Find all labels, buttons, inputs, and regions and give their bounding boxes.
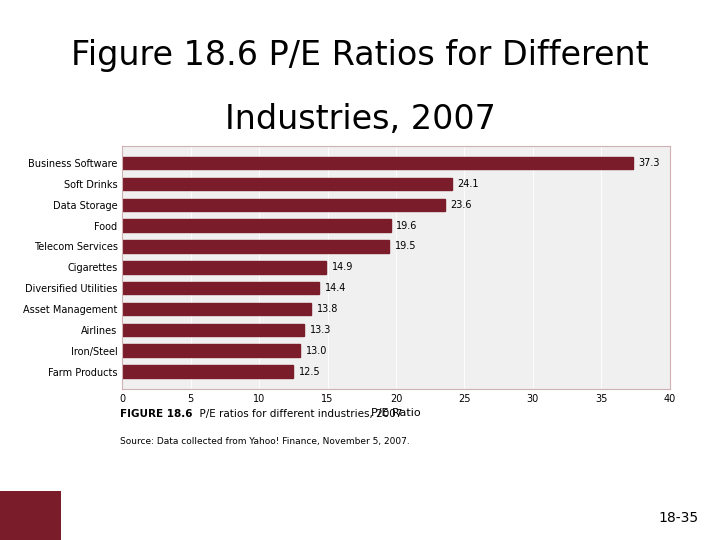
Bar [122, 178, 452, 190]
Text: Source: Data collected from Yahoo! Finance, November 5, 2007.: Source: Data collected from Yahoo! Finan… [120, 437, 410, 446]
Text: P/E ratios for different industries, 2007: P/E ratios for different industries, 200… [193, 409, 402, 419]
Bar [122, 323, 305, 336]
Bar [122, 261, 326, 274]
Bar [0, 491, 61, 540]
Bar [122, 199, 445, 211]
Bar [122, 282, 320, 294]
Text: Figure 18.6 P/E Ratios for Different: Figure 18.6 P/E Ratios for Different [71, 39, 649, 72]
Text: 18-35: 18-35 [658, 511, 698, 525]
Text: FIGURE 18.6: FIGURE 18.6 [120, 409, 192, 419]
Bar [122, 219, 390, 232]
Bar [122, 157, 633, 170]
Text: 13.0: 13.0 [306, 346, 327, 356]
Bar [122, 240, 390, 253]
Text: 23.6: 23.6 [451, 200, 472, 210]
Text: 19.6: 19.6 [396, 221, 418, 231]
Text: 12.5: 12.5 [299, 367, 320, 376]
Text: 24.1: 24.1 [458, 179, 479, 189]
X-axis label: P/E Ratio: P/E Ratio [372, 408, 420, 418]
Bar [122, 303, 311, 315]
Text: 14.4: 14.4 [325, 283, 346, 293]
Text: 37.3: 37.3 [638, 158, 660, 168]
Text: 14.9: 14.9 [332, 262, 353, 272]
Bar [122, 345, 300, 357]
Text: 19.5: 19.5 [395, 241, 416, 252]
Bar [122, 365, 294, 378]
Text: Industries, 2007: Industries, 2007 [225, 103, 495, 136]
Text: 13.8: 13.8 [317, 304, 338, 314]
Text: 13.3: 13.3 [310, 325, 331, 335]
